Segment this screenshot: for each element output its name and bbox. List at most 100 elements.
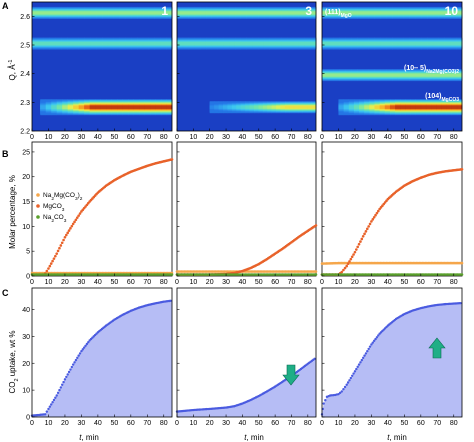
x-label-1: t, min	[79, 433, 99, 442]
heatmap-band-0-2-1-14	[117, 105, 123, 109]
row-a-ylabel: Q, Å-1	[8, 60, 17, 81]
uptake-frame-0	[31, 287, 173, 418]
heatmap-band-0-2-1-3	[56, 105, 63, 109]
heatmap-band-0-1-1-8	[78, 42, 85, 46]
heatmap-band-0-2-1-20	[150, 105, 156, 109]
heatmap-band-2-0-1-22	[450, 11, 457, 15]
heatmap-band-0-2-1-11	[100, 105, 107, 109]
molar-point-2-1-36	[372, 215, 376, 219]
legend-label-2-main: Na	[43, 214, 52, 221]
molar-point-2-1-32	[367, 225, 370, 228]
y-tick-label-b-0-3: 15	[22, 199, 30, 206]
heatmap-band-0-1-1-22	[160, 42, 167, 46]
uptake-point-0-9	[43, 413, 47, 416]
x-tick-label-b-1-1: 10	[189, 279, 197, 286]
heatmap-band-1-1-1-12	[246, 42, 253, 46]
x-tick-label-b-2-3: 30	[368, 279, 376, 286]
x-tick-label-b-1-6: 60	[271, 279, 279, 286]
uptake-point-2-12	[338, 391, 342, 395]
heatmap-band-2-1-1-20	[438, 42, 445, 46]
x-tick-label-a-1-2: 20	[206, 134, 214, 141]
uptake-frame-1	[176, 287, 317, 418]
heatmap-band-0-1-1-0	[32, 42, 39, 46]
heatmap-band-2-3-1-8	[379, 105, 386, 109]
heatmap-band-2-0-1-9	[374, 11, 381, 15]
heatmap-band-2-3-1-9	[384, 105, 391, 109]
heatmap-band-0-0-1-9	[84, 11, 91, 15]
panel-label-c: C	[2, 288, 9, 298]
heatmap-band-2-1-1-11	[386, 42, 393, 46]
heatmap-band-1-2-1-18	[289, 105, 295, 109]
uptake-point-2-26	[359, 361, 362, 364]
heatmap-band-2-3-1-19	[436, 105, 442, 109]
heatmap-band-1-0-1-12	[246, 11, 253, 15]
heatmap-annotation-main-2: (104)	[425, 93, 441, 100]
x-tick-label-a-0-2: 20	[61, 134, 69, 141]
x-tick-label-a-2-7: 70	[433, 134, 441, 141]
uptake-point-0-35	[80, 349, 83, 353]
heatmap-annotation-1: (10‒ 5)Na2Mg(CO3)2	[404, 65, 459, 75]
uptake-area-1	[177, 357, 316, 417]
x-tick-label-a-0-3: 30	[78, 134, 86, 141]
y-tick-label-a-0-0: 2.6	[20, 14, 30, 21]
x-tick-label-b-0-6: 60	[127, 279, 135, 286]
x-tick-label-a-2-1: 10	[335, 134, 343, 141]
heatmap-band-2-2-1-8	[368, 73, 375, 77]
molar-point-2-0-94	[460, 261, 464, 265]
uptake-point-2-23	[355, 367, 358, 371]
molar-point-2-1-22	[353, 250, 357, 254]
y-tick-label-b-0-1: 5	[26, 249, 30, 256]
uptake-point-2-31	[366, 349, 369, 353]
heatmap-band-2-0-1-1	[327, 11, 334, 15]
heatmap-band-1-1-1-16	[269, 42, 276, 46]
x-tick-label-c-2-0: 0	[320, 420, 324, 427]
x-tick-label-a-0-7: 70	[143, 134, 151, 141]
uptake-point-0-37	[82, 346, 86, 349]
uptake-point-0-34	[78, 352, 82, 355]
heatmap-frame-1	[176, 1, 317, 132]
x-axis-labels: t, min t, min t, min	[79, 433, 407, 442]
legend-label-0-part-1: Mg(CO	[54, 192, 75, 199]
arrow-up-icon	[428, 337, 446, 359]
heatmap-band-1-1-1-4	[200, 42, 207, 46]
heatmap-band-0-0-1-23	[166, 11, 173, 15]
heatmap-band-0-2-1-18	[139, 105, 145, 109]
uptake-point-0-16	[54, 396, 57, 399]
heatmap-band-2-0-1-19	[432, 11, 439, 15]
heatmap-frame-2	[321, 1, 463, 132]
heatmap-band-0-1-1-4	[55, 42, 62, 46]
heatmap-band-0-0-1-14	[113, 11, 120, 15]
legend-label-1-main: MgCO	[43, 203, 62, 210]
uptake-point-0-19	[58, 388, 61, 392]
heatmap-band-1-2-1-10	[253, 105, 259, 109]
molar-point-2-1-29	[363, 232, 366, 236]
uptake-point-0-100	[169, 299, 172, 303]
heatmap-band-1-1-1-10	[234, 42, 242, 46]
heatmap-band-0-1-1-20	[148, 42, 155, 46]
heatmap-annotation-2: (104)MgCO3	[425, 93, 459, 103]
x-tick-label-a-0-5: 50	[110, 134, 118, 141]
heatmap-band-2-0-1-12	[392, 11, 399, 15]
x-tick-label-c-1-4: 40	[239, 420, 247, 427]
uptake-point-2-34	[370, 343, 373, 346]
x-tick-label-c-1-5: 50	[255, 420, 263, 427]
molar-point-0-1-25	[78, 212, 82, 215]
heatmap-band-2-1-1-8	[368, 42, 375, 46]
heatmap-band-1-2-1-19	[293, 105, 299, 109]
molar-frame-0	[31, 141, 173, 277]
uptake-point-0-25	[66, 373, 69, 376]
heatmap-band-2-3-1-21	[446, 105, 453, 109]
heatmap-band-1-0-1-14	[258, 11, 265, 15]
uptake-point-0-20	[59, 386, 63, 389]
x-tick-label-c-1-1: 10	[189, 420, 197, 427]
heatmap-band-2-2-1-14	[403, 73, 410, 77]
uptake-point-0-28	[70, 365, 74, 369]
heatmap-band-1-0-1-17	[275, 11, 282, 15]
heatmap-band-1-1-1-11	[240, 42, 247, 46]
heatmap-band-0-2-1-16	[128, 105, 134, 109]
heatmap-band-0-2-1-0	[40, 105, 47, 109]
x-tick-label-a-0-4: 40	[94, 134, 102, 141]
heatmap-annotation-main-1: (10‒ 5)	[404, 65, 426, 72]
legend-label-0-part-2: 3	[75, 196, 78, 202]
